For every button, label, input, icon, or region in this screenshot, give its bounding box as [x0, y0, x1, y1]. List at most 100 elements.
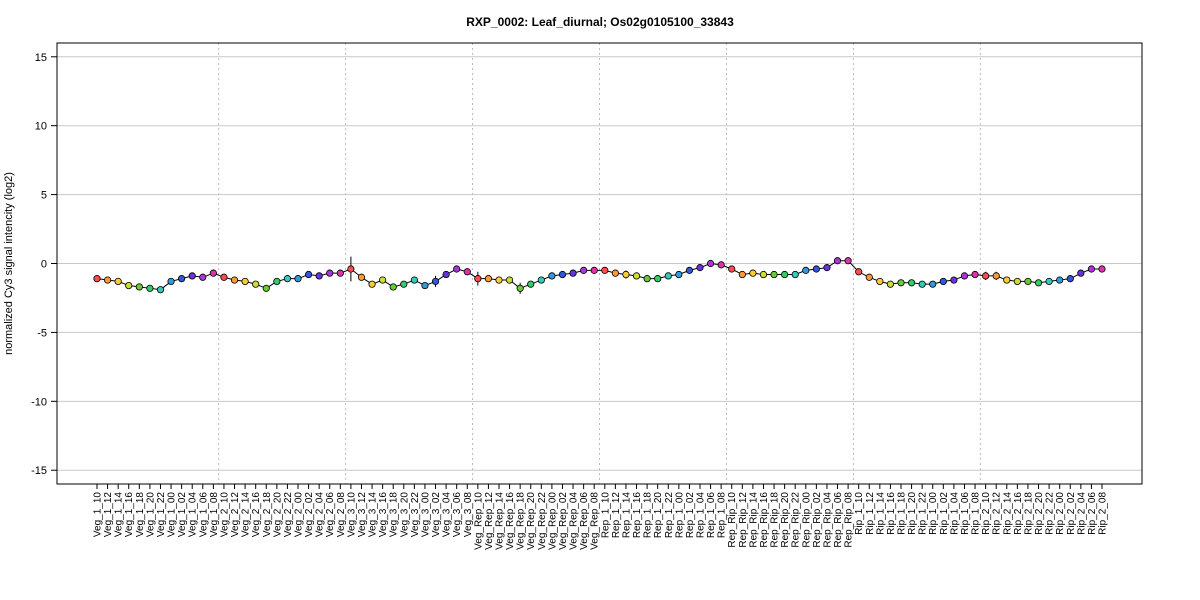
data-point — [230, 276, 239, 284]
x-tick-label: Rep_1_08 — [717, 492, 728, 539]
data-point — [1034, 279, 1043, 287]
data-point — [632, 272, 641, 280]
x-tick-label: Veg_2_20 — [272, 492, 283, 537]
x-tick-label: Rip_1_14 — [875, 492, 886, 535]
data-point — [431, 277, 440, 286]
data-point — [717, 261, 725, 269]
data-point — [1098, 265, 1106, 273]
x-tick-label: Rep_Rip_14 — [748, 492, 759, 548]
x-tick-label: Rep_Rip_12 — [738, 492, 749, 548]
x-tick-label: Rip_1_00 — [928, 492, 939, 535]
x-tick-label: Veg_2_00 — [294, 492, 305, 537]
data-point — [527, 280, 535, 288]
x-tick-label: Rip_2_14 — [1002, 492, 1013, 535]
x-tick-label: Veg_1_00 — [167, 492, 178, 537]
data-point — [643, 275, 651, 283]
x-tick-label: Rep_1_00 — [674, 492, 685, 539]
x-tick-label: Rip_2_10 — [981, 492, 992, 535]
x-tick-label: Veg_1_16 — [124, 492, 135, 537]
data-point — [252, 280, 260, 288]
data-point — [304, 270, 313, 279]
x-tick-label: Veg_Rep_00 — [547, 492, 558, 550]
data-point — [876, 277, 884, 286]
data-point — [950, 276, 958, 284]
group-separators — [218, 43, 981, 484]
x-tick-label: Veg_Rep_02 — [558, 492, 569, 550]
x-tick-label: Veg_3_04 — [442, 492, 453, 537]
data-point — [918, 280, 926, 288]
data-point — [611, 269, 619, 277]
x-tick-label: Rip_1_04 — [949, 492, 960, 535]
x-tick-label: Rip_1_06 — [960, 492, 971, 535]
data-point — [368, 280, 376, 288]
x-tick-label: Veg_2_06 — [325, 492, 336, 537]
data-point — [199, 273, 207, 281]
data-point — [971, 270, 979, 279]
data-point — [929, 280, 937, 288]
x-tick-label: Rip_1_18 — [897, 492, 908, 535]
data-point — [696, 264, 704, 272]
x-tick-label: Rep_1_16 — [632, 492, 643, 539]
data-point — [146, 284, 154, 292]
x-tick-label: Veg_2_10 — [219, 492, 230, 537]
data-point — [580, 266, 588, 274]
y-tick-label: 0 — [41, 259, 47, 271]
x-tick-label: Veg_Rep_08 — [590, 492, 601, 550]
data-point — [601, 266, 609, 274]
x-tick-label: Veg_3_06 — [452, 492, 463, 537]
data-point — [103, 276, 112, 284]
data-point — [283, 275, 292, 283]
x-tick-label: Rip_2_02 — [1066, 492, 1077, 535]
x-tick-label: Rip_1_08 — [971, 492, 982, 535]
data-point — [781, 270, 789, 279]
x-tick-label: Rep_Rip_20 — [780, 492, 791, 548]
data-point — [125, 281, 133, 290]
data-point — [241, 277, 249, 286]
data-point — [156, 286, 165, 294]
x-tick-label: Veg_Rep_14 — [495, 492, 506, 550]
x-tick-label: Rep_Rip_00 — [801, 492, 812, 548]
x-tick-label: Rep_Rip_18 — [770, 492, 781, 548]
x-tick-label: Rip_2_20 — [1034, 492, 1045, 535]
x-tick-label: Veg_3_20 — [399, 492, 410, 537]
y-tick-label: -5 — [37, 327, 47, 339]
data-point — [654, 275, 662, 283]
data-point — [262, 284, 270, 292]
x-tick-label: Rip_2_22 — [1045, 492, 1056, 535]
data-point — [770, 270, 778, 279]
x-tick-label: Rep_1_22 — [664, 492, 675, 539]
x-tick-label: Veg_3_02 — [431, 492, 442, 537]
x-tick-label: Rip_2_08 — [1098, 492, 1109, 535]
x-tick-label: Rep_1_14 — [621, 492, 632, 539]
x-tick-label: Rip_2_00 — [1055, 492, 1066, 535]
data-point — [960, 272, 969, 280]
x-tick-label: Veg_1_22 — [156, 492, 167, 537]
x-tick-label: Rep_Rip_22 — [791, 492, 802, 548]
x-tick-label: Rep_1_20 — [653, 492, 664, 539]
data-point — [1003, 276, 1011, 284]
x-tick-label: Veg_Rep_10 — [473, 492, 484, 550]
x-tick-label: Veg_2_16 — [251, 492, 262, 537]
data-point — [114, 277, 122, 286]
data-point — [855, 268, 863, 276]
data-point — [548, 272, 556, 280]
data-point — [939, 277, 947, 286]
x-tick-label: Rip_2_04 — [1076, 492, 1087, 535]
y-tick-label: 15 — [35, 52, 47, 64]
x-tick-label: Veg_3_18 — [389, 492, 400, 537]
x-tick-label: Veg_2_04 — [315, 492, 326, 537]
y-tick-label: -15 — [31, 465, 47, 477]
x-tick-label: Rip_1_22 — [918, 492, 929, 535]
x-tick-label: Veg_Rep_22 — [537, 492, 548, 550]
data-point — [495, 276, 503, 284]
x-tick-label: Veg_1_02 — [177, 492, 188, 537]
x-tick-label: Veg_2_22 — [283, 492, 294, 537]
y-axis-label: normalized Cy3 signal intencity (log2) — [3, 172, 15, 355]
x-tick-label: Veg_3_16 — [378, 492, 389, 537]
x-tick-label: Veg_2_18 — [262, 492, 273, 537]
data-point — [505, 276, 514, 284]
data-point — [897, 279, 905, 287]
data-point — [622, 270, 630, 279]
data-point — [453, 265, 461, 273]
x-tick-label: Rep_1_12 — [611, 492, 622, 539]
